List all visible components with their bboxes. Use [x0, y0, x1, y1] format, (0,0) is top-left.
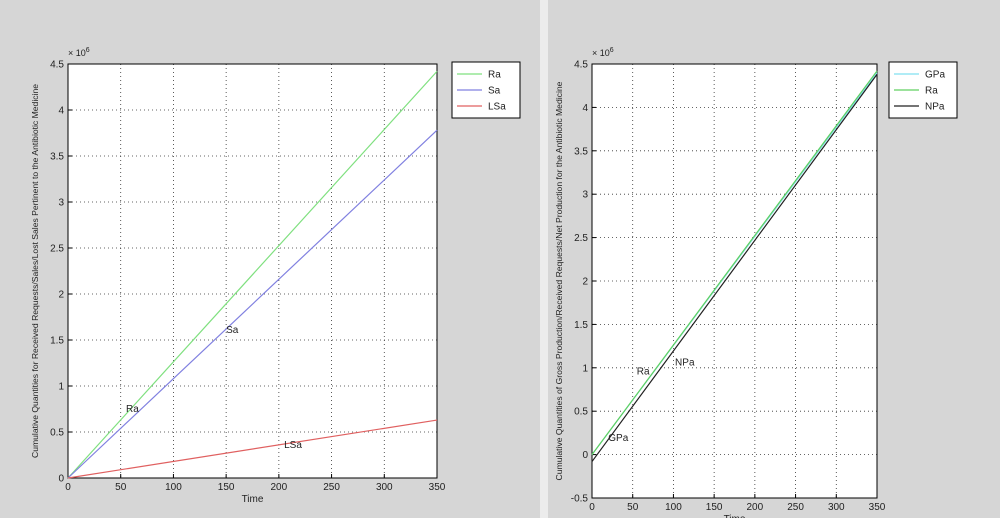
plot-area — [68, 64, 437, 478]
y-tick-label: 4.5 — [50, 60, 64, 71]
exponent-base: × 10 — [592, 48, 610, 58]
x-tick-label: 50 — [627, 502, 639, 513]
y-axis-label: Cumulative Quantities of Gross Productio… — [554, 81, 564, 480]
annotation: GPa — [608, 433, 628, 444]
x-tick-label: 300 — [376, 482, 393, 493]
annotation: Ra — [637, 366, 650, 377]
legend-label: Sa — [488, 86, 501, 97]
y-tick-label: 1 — [58, 382, 64, 393]
y-tick-label: 1 — [582, 363, 588, 374]
exponent-label: × 106 — [592, 47, 614, 58]
y-tick-label: 2.5 — [574, 233, 588, 244]
x-tick-label: 250 — [787, 502, 804, 513]
y-tick-label: 2 — [58, 290, 64, 301]
series-line — [67, 70, 438, 479]
x-tick-label: 100 — [665, 502, 682, 513]
y-tick-label: 0.5 — [574, 407, 588, 418]
legend-box — [451, 61, 521, 119]
plot-frame — [67, 63, 438, 479]
x-tick-label: 100 — [165, 482, 182, 493]
annotation: Sa — [226, 325, 239, 336]
annotation: NPa — [675, 358, 695, 369]
x-tick-label: 200 — [747, 502, 764, 513]
x-tick-label: 250 — [323, 482, 340, 493]
y-tick-label: 1.5 — [50, 336, 64, 347]
y-tick-label: 3 — [582, 190, 588, 201]
legend-label: LSa — [488, 102, 506, 113]
x-tick-label: 200 — [271, 482, 288, 493]
x-axis-label: Time — [242, 494, 264, 505]
x-tick-label: 50 — [115, 482, 127, 493]
separator — [540, 0, 548, 518]
legend-label: Ra — [925, 86, 938, 97]
y-tick-label: 2.5 — [50, 244, 64, 255]
y-tick-label: 4.5 — [574, 60, 588, 71]
x-tick-label: 350 — [869, 502, 886, 513]
y-tick-label: 1.5 — [574, 320, 588, 331]
exponent: 6 — [610, 47, 614, 54]
y-tick-label: 0 — [58, 474, 64, 485]
exponent: 6 — [86, 47, 90, 54]
series-line — [67, 419, 438, 479]
x-tick-label: 0 — [65, 482, 71, 493]
series-line — [591, 70, 878, 455]
exponent-base: × 10 — [68, 48, 86, 58]
y-tick-label: 0 — [582, 450, 588, 461]
y-tick-label: 3.5 — [50, 152, 64, 163]
y-tick-label: 2 — [582, 277, 588, 288]
plot-frame — [591, 63, 878, 499]
y-tick-label: 4 — [582, 103, 588, 114]
x-tick-label: 0 — [589, 502, 595, 513]
legend-label: Ra — [488, 70, 501, 81]
series-line — [67, 129, 438, 479]
y-tick-label: 4 — [58, 106, 64, 117]
y-tick-label: 3 — [58, 198, 64, 209]
x-tick-label: 350 — [429, 482, 446, 493]
legend-label: NPa — [925, 102, 945, 113]
series-line — [591, 74, 878, 462]
exponent-label: × 106 — [68, 47, 90, 58]
annotation: LSa — [284, 440, 302, 451]
x-tick-label: 300 — [828, 502, 845, 513]
y-tick-label: 0.5 — [50, 428, 64, 439]
annotation: Ra — [126, 404, 139, 415]
y-tick-label: -0.5 — [571, 494, 589, 505]
x-tick-label: 150 — [218, 482, 235, 493]
legend-label: GPa — [925, 70, 945, 81]
x-tick-label: 150 — [706, 502, 723, 513]
y-tick-label: 3.5 — [574, 146, 588, 157]
x-axis-label: Time — [724, 514, 746, 518]
y-axis-label: Cumulative Quantities for Received Reque… — [30, 84, 40, 458]
